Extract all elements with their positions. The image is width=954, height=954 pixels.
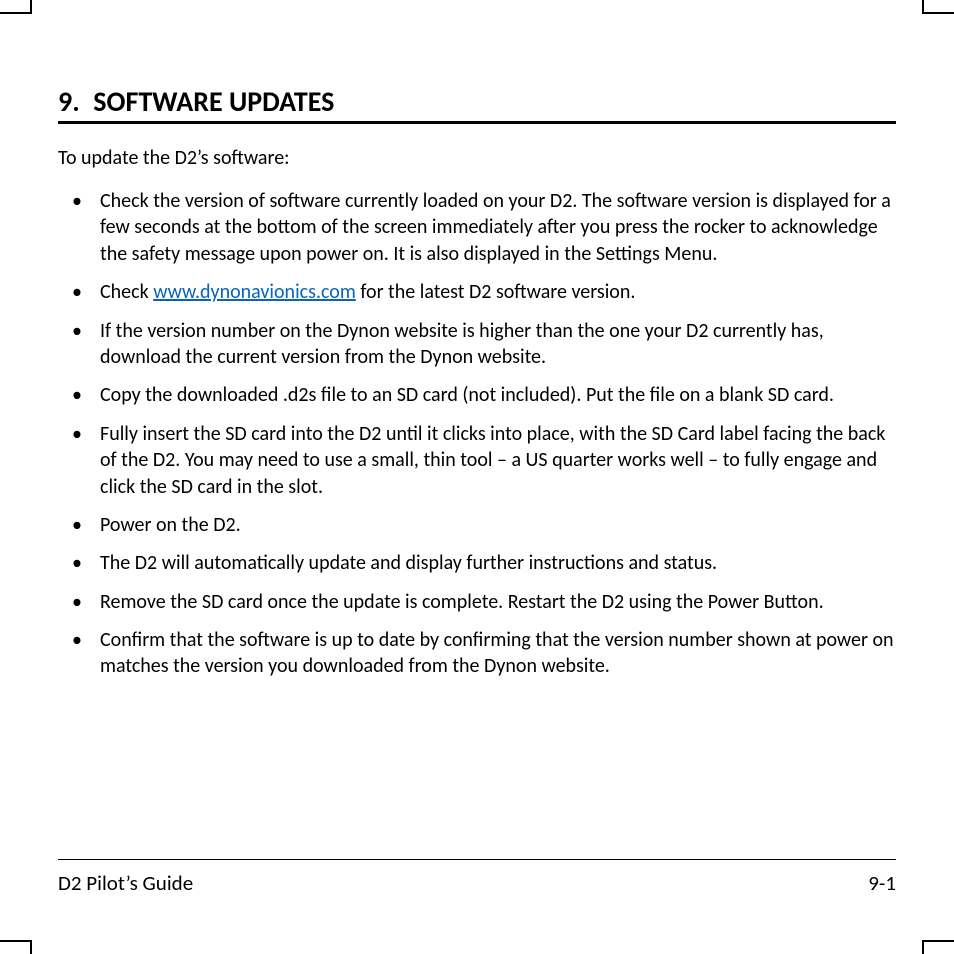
list-item-text: The D2 will automatically update and dis…: [100, 551, 717, 575]
list-item: Copy the downloaded .d2s file to an SD c…: [58, 382, 896, 408]
list-item: If the version number on the Dynon websi…: [58, 318, 896, 371]
list-item-text: Check the version of software currently …: [100, 189, 891, 266]
section-heading: 9. SOFTWARE UPDATES: [58, 84, 896, 124]
list-item: Confirm that the software is up to date …: [58, 627, 896, 680]
bullet-list: Check the version of software currently …: [58, 188, 896, 680]
intro-text: To update the D2’s software:: [58, 146, 896, 170]
crop-mark: [924, 940, 954, 942]
page-footer: D2 Pilot’s Guide 9-1: [58, 859, 896, 896]
list-item-text: Copy the downloaded .d2s file to an SD c…: [100, 383, 834, 407]
list-item-text: Remove the SD card once the update is co…: [100, 590, 824, 614]
list-item-text: If the version number on the Dynon websi…: [100, 319, 824, 369]
crop-mark: [922, 940, 924, 954]
list-item: Power on the D2.: [58, 512, 896, 538]
document-page: 9. SOFTWARE UPDATES To update the D2’s s…: [0, 0, 954, 954]
list-item-text: Power on the D2.: [100, 513, 241, 537]
list-item: Fully insert the SD card into the D2 unt…: [58, 421, 896, 500]
crop-mark: [922, 0, 924, 14]
crop-mark: [0, 940, 30, 942]
list-item-text-pre: Check: [100, 280, 153, 304]
list-item-text: Fully insert the SD card into the D2 unt…: [100, 422, 885, 499]
crop-mark: [30, 940, 32, 954]
crop-mark: [30, 0, 32, 14]
footer-right: 9-1: [868, 870, 896, 896]
list-item-text-post: for the latest D2 software version.: [356, 280, 636, 304]
list-item: Remove the SD card once the update is co…: [58, 589, 896, 615]
dynon-link[interactable]: www.dynonavionics.com: [153, 280, 356, 304]
heading-title: SOFTWARE UPDATES: [93, 84, 334, 119]
heading-number: 9.: [58, 84, 80, 119]
list-item: Check the version of software currently …: [58, 188, 896, 267]
list-item: The D2 will automatically update and dis…: [58, 550, 896, 576]
footer-left: D2 Pilot’s Guide: [58, 870, 193, 896]
crop-mark: [0, 12, 30, 14]
crop-mark: [924, 12, 954, 14]
list-item-text: Confirm that the software is up to date …: [100, 628, 894, 678]
list-item: Check www.dynonavionics.com for the late…: [58, 279, 896, 305]
